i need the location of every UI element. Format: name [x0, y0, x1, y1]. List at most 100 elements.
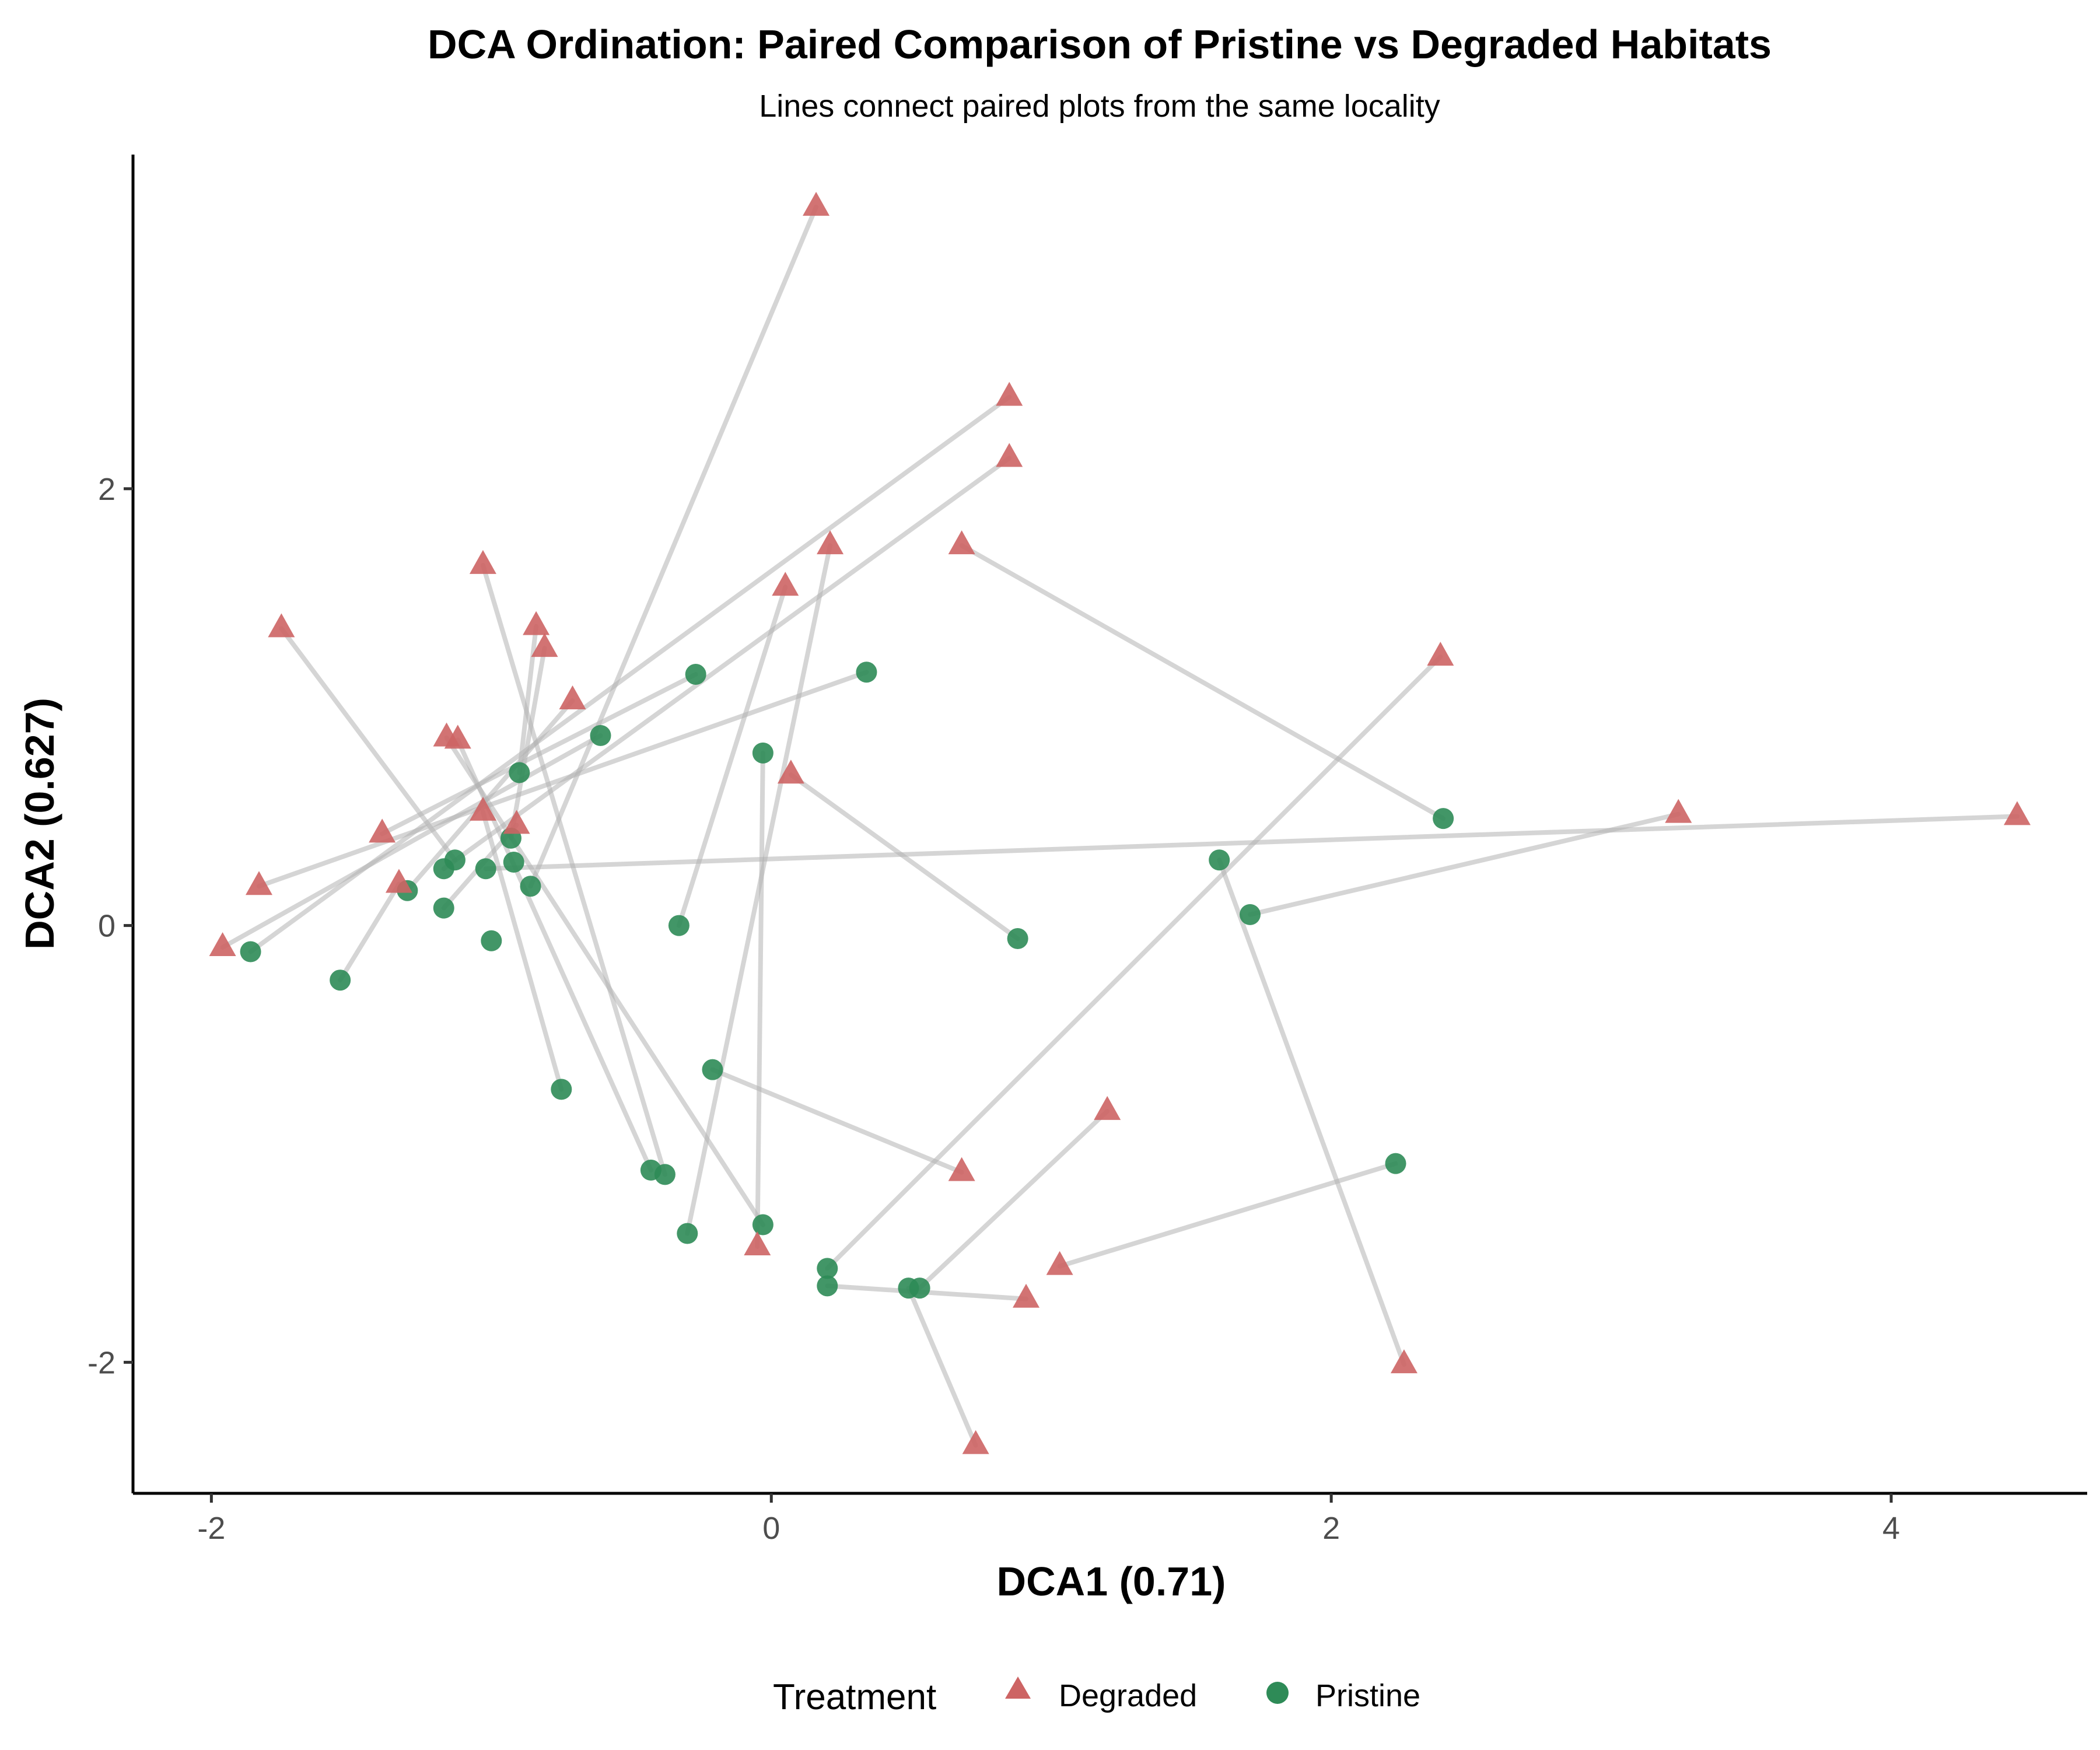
pair-line-22	[483, 814, 2020, 872]
degraded-point-21	[1427, 642, 1454, 666]
pair-line-6	[676, 584, 788, 928]
degraded-point-26	[1094, 1096, 1121, 1120]
degraded-point-2	[996, 382, 1023, 406]
pristine-point-12	[752, 1214, 774, 1236]
pair-line-12	[444, 735, 765, 1227]
pair-line-1	[528, 204, 819, 889]
y-tick-label-2: 2	[98, 472, 116, 507]
degraded-point-30	[744, 1231, 771, 1255]
degraded-point-1	[803, 191, 830, 216]
pristine-point-18	[330, 970, 351, 991]
degraded-point-16	[369, 818, 396, 843]
chart-subtitle: Lines connect paired plots from the same…	[759, 89, 1440, 124]
pristine-point-29	[898, 1278, 919, 1299]
pair-line-30	[755, 750, 765, 1249]
degraded-point-10	[559, 685, 586, 709]
legend-degraded-symbol	[1005, 1676, 1031, 1699]
degraded-point-7	[268, 613, 295, 638]
pristine-point-27	[1385, 1153, 1406, 1174]
pristine-point-32	[503, 852, 524, 873]
degraded-point-22	[2004, 801, 2031, 825]
degraded-point-4	[817, 530, 844, 555]
pristine-point-5	[1433, 808, 1454, 830]
pristine-point-7	[444, 849, 466, 871]
pristine-point-16	[685, 664, 706, 685]
pair-line-21	[825, 654, 1443, 1271]
degraded-point-28	[1013, 1283, 1040, 1308]
pair-line-29	[906, 1286, 978, 1448]
degraded-point-18	[385, 869, 412, 893]
degraded-point-13	[444, 724, 471, 749]
legend-pristine-symbol	[1266, 1682, 1289, 1704]
pristine-point-1	[520, 876, 541, 897]
pair-line-24	[1217, 858, 1406, 1367]
pair-line-5	[959, 543, 1446, 821]
pair-line-11	[480, 562, 667, 1177]
pair-line-3	[441, 456, 1012, 872]
pristine-point-17	[856, 662, 877, 683]
pair-line-26	[917, 1108, 1110, 1291]
x-tick-label-3: 4	[1882, 1511, 1900, 1546]
pair-line-25	[710, 1067, 964, 1175]
x-tick-label-0: -2	[197, 1511, 225, 1546]
x-tick-label-1: 0	[762, 1511, 780, 1546]
y-ticks-layer: -2 0 2	[88, 472, 133, 1380]
pristine-point-30	[752, 742, 774, 764]
pair-lines-layer	[220, 204, 2020, 1448]
pair-line-14	[480, 809, 564, 1092]
degraded-point-25	[948, 1157, 975, 1181]
degraded-point-5	[948, 530, 975, 555]
pair-line-19	[220, 733, 603, 950]
pristine-point-25	[702, 1059, 723, 1080]
degraded-point-24	[1390, 1349, 1418, 1374]
degraded-point-15	[503, 810, 530, 834]
legend-degraded-label: Degraded	[1059, 1678, 1197, 1713]
pristine-point-23	[1239, 904, 1261, 925]
pair-line-7	[279, 626, 457, 863]
x-axis-title: DCA1 (0.71)	[997, 1559, 1226, 1604]
degraded-point-19	[209, 932, 236, 957]
degraded-point-8	[523, 611, 550, 635]
degraded-point-11	[469, 550, 496, 574]
degraded-point-14	[469, 796, 496, 821]
pristine-point-22	[475, 858, 496, 880]
legend-pristine-label: Pristine	[1315, 1678, 1420, 1713]
y-axis-title: DCA2 (0.627)	[17, 698, 62, 950]
degraded-point-27	[1046, 1251, 1073, 1275]
x-ticks-layer: -2 0 2 4	[197, 1493, 1900, 1546]
legend: Treatment Degraded Pristine	[773, 1676, 1420, 1717]
axes-layer	[131, 155, 2087, 1495]
pristine-point-31	[481, 930, 502, 951]
pristine-point-6	[668, 915, 690, 936]
pristine-point-15	[433, 897, 454, 919]
pristine-point-8	[509, 762, 530, 783]
degraded-point-6	[772, 572, 799, 596]
pristine-point-20	[1007, 928, 1028, 950]
degraded-point-17	[245, 871, 272, 895]
x-tick-label-2: 2	[1322, 1511, 1340, 1546]
pair-line-23	[1247, 811, 1681, 917]
degraded-point-20	[777, 760, 804, 784]
pristine-point-21	[817, 1258, 838, 1279]
pair-line-27	[1057, 1161, 1398, 1269]
pristine-point-14	[551, 1079, 572, 1100]
degraded-point-3	[996, 443, 1023, 467]
degraded-point-23	[1665, 799, 1692, 823]
pair-line-9	[508, 646, 547, 841]
pristine-point-13	[640, 1159, 662, 1181]
pair-line-4	[685, 543, 833, 1236]
pristine-point-24	[1209, 849, 1230, 871]
y-tick-label-0: -2	[88, 1345, 116, 1380]
points-layer	[209, 191, 2031, 1454]
pristine-point-28	[817, 1275, 838, 1297]
pristine-point-2	[240, 941, 261, 963]
pristine-point-19	[590, 724, 611, 746]
pair-line-8	[517, 624, 539, 775]
chart-title: DCA Ordination: Paired Comparison of Pri…	[428, 22, 1772, 67]
degraded-point-9	[531, 633, 558, 657]
degraded-point-29	[962, 1430, 989, 1454]
y-tick-label-1: 0	[98, 909, 116, 944]
pair-line-18	[338, 881, 401, 983]
